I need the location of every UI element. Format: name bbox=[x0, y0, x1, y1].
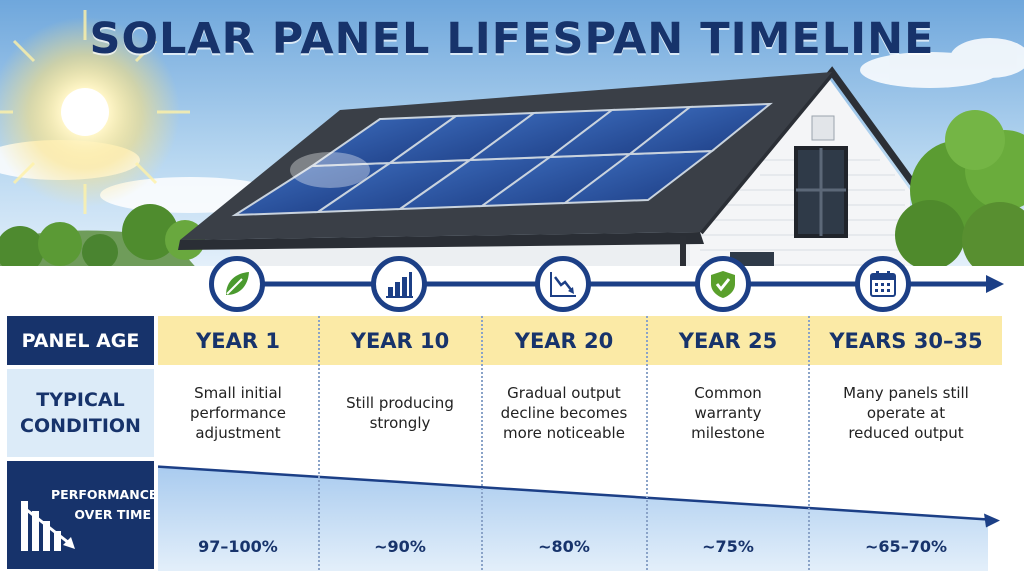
condition-year-25: Common warranty milestone bbox=[691, 384, 765, 442]
shield-check-icon bbox=[711, 271, 735, 298]
performance-trend-area bbox=[158, 465, 1000, 571]
solar-panels bbox=[231, 102, 773, 217]
performance-label-text: PERFORMANCE OVER TIME bbox=[51, 487, 158, 522]
condition-years-30-35: Many panels still operate at reduced out… bbox=[843, 384, 969, 442]
page-title: SOLAR PANEL LIFESPAN TIMELINE bbox=[89, 14, 935, 64]
trees-right bbox=[895, 110, 1024, 272]
column-divider bbox=[808, 316, 810, 570]
column-divider bbox=[646, 316, 648, 570]
milestone-icon-year-25 bbox=[695, 256, 751, 312]
column-divider bbox=[318, 316, 320, 570]
age-year-25: YEAR 25 bbox=[678, 328, 778, 353]
condition-year-10: Still producing strongly bbox=[346, 394, 454, 432]
milestone-icon-year-1 bbox=[209, 256, 265, 312]
column-divider bbox=[481, 316, 483, 570]
calendar-icon bbox=[870, 271, 896, 297]
milestone-icon-year-10 bbox=[371, 256, 427, 312]
performance-trend-line bbox=[158, 465, 989, 521]
age-year-20: YEAR 20 bbox=[514, 328, 614, 353]
performance-year-10: ~90% bbox=[374, 536, 426, 556]
performance-year-25: ~75% bbox=[702, 536, 754, 556]
age-year-10: YEAR 10 bbox=[350, 328, 450, 353]
sun-icon bbox=[0, 10, 190, 214]
milestone-icon-years-30-35 bbox=[855, 256, 911, 312]
condition-year-20: Gradual output decline becomes more noti… bbox=[500, 384, 628, 442]
milestone-icon-year-20 bbox=[535, 256, 591, 312]
trend-down-icon bbox=[550, 272, 576, 297]
row-label-performance: PERFORMANCE OVER TIME bbox=[7, 461, 158, 569]
house-window bbox=[730, 146, 848, 272]
row-label-typical-condition: TYPICAL CONDITION bbox=[7, 369, 154, 457]
age-years-30-35: YEARS 30–35 bbox=[829, 328, 983, 353]
house-solar-scene bbox=[0, 0, 1024, 272]
performance-arrowhead bbox=[984, 513, 1000, 528]
performance-year-20: ~80% bbox=[538, 536, 590, 556]
bar-chart-icon bbox=[386, 272, 413, 298]
declining-bars-icon bbox=[21, 501, 75, 551]
condition-year-1: Small initial performance adjustment bbox=[189, 384, 287, 442]
panel-age-band bbox=[158, 316, 1002, 365]
performance-years-30-35: ~65–70% bbox=[865, 536, 947, 556]
performance-year-1: 97–100% bbox=[198, 536, 278, 556]
hero-illustration bbox=[0, 0, 1024, 272]
row-label-panel-age: PANEL AGE bbox=[7, 316, 154, 365]
age-year-1: YEAR 1 bbox=[196, 328, 280, 353]
performance-area-fill bbox=[158, 466, 988, 571]
leaf-icon bbox=[226, 272, 249, 295]
